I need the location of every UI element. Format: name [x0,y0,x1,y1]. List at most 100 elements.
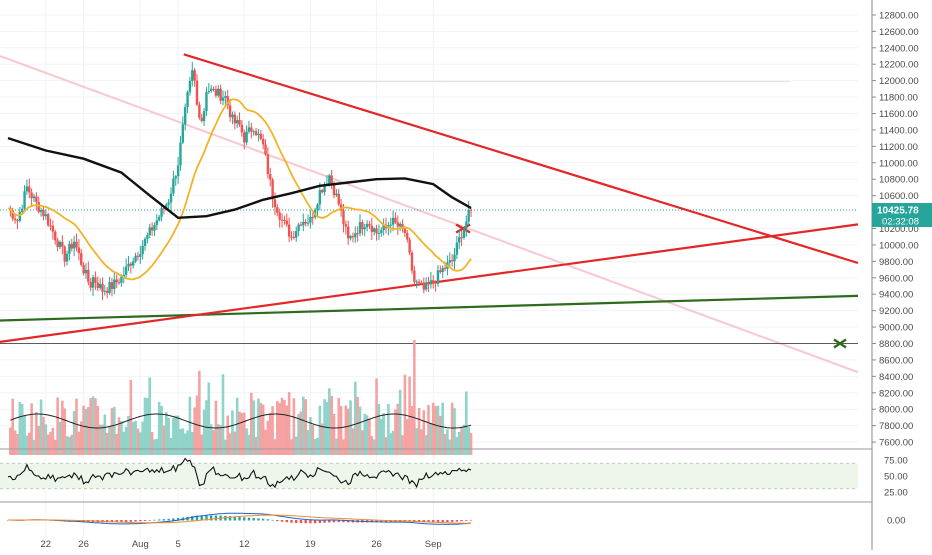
candle-body [235,120,239,124]
macd-histogram-bar [304,520,307,524]
price-tick-label: 10000.00 [879,240,919,251]
candle-body [195,80,199,105]
candle-body [372,228,376,232]
volume-bar [261,404,265,455]
macd-histogram-bar [280,520,284,522]
macd-histogram-bar [247,517,251,521]
price-tick-label: 12200.00 [879,60,919,71]
price-tick-label: 9400.00 [879,290,913,301]
candle-body [469,209,473,211]
macd-histogram-bar [205,515,208,521]
volume-bar [68,436,71,455]
candle-body [68,243,71,254]
candle-body [202,111,206,122]
volume-bar [420,429,423,455]
candle-body [172,178,175,194]
candle-body [169,193,173,203]
volume-bar [457,431,461,455]
macd-histogram-bar [422,520,425,523]
macd-histogram-bar [446,520,449,523]
volume-bar [294,436,298,455]
volume-bar [212,429,215,455]
volume-bar [453,408,456,455]
volume-bar [441,402,444,455]
price-tick-label: 8800.00 [879,339,913,350]
volume-bar [306,430,310,455]
candle-body [389,224,392,226]
volume-bar [23,415,26,455]
volume-bar [285,405,289,455]
volume-bar [226,415,230,455]
candle-body [302,221,305,226]
volume-bar [372,439,376,455]
candle-body [146,235,149,239]
volume-bar [202,409,206,455]
volume-bar [174,415,178,455]
candle-body [247,127,251,132]
candle-body [347,226,350,239]
candle-body [16,220,19,222]
candle-body [278,212,281,220]
volume-bar [30,403,33,455]
volume-bar [450,402,454,455]
macd-histogram-bar [441,520,444,523]
candle-body [141,245,144,255]
candle-body [318,190,322,205]
volume-bar [190,432,194,455]
last-price-badge [872,203,932,228]
candle-body [417,281,421,283]
volume-bar [349,400,352,455]
candle-body [285,220,288,225]
candle-body [436,270,440,284]
volume-bar [224,439,227,455]
candle-body [448,260,451,263]
volume-bar [235,397,239,455]
candle-body [429,280,433,285]
volume-bar [287,392,291,455]
price-tick-label: 11000.00 [879,158,918,169]
candle-body [75,241,78,248]
volume-bar [439,415,442,455]
rsi-panel [0,457,858,490]
candle-body [143,238,147,246]
volume-bar [415,428,419,455]
macd-histogram-bar [271,519,274,521]
candle-body [332,183,336,196]
macd-histogram-bar [228,516,232,521]
time-tick-label: 12 [239,539,250,550]
candle-body [349,236,352,239]
volume-bar [330,395,333,455]
moving-averages [7,98,472,281]
volume-bar [240,412,244,455]
volume-bar [108,426,111,455]
last-price-label: 10425.78 [877,206,919,217]
candle-body [391,217,395,225]
volume-bar [370,436,374,455]
volume-bar [219,425,222,455]
fast-moving-average [7,98,472,281]
candle-body [323,184,326,193]
candle-body [233,114,236,124]
volume-bar [91,396,95,455]
macd-histogram-bar [313,520,317,524]
volume-bar [401,435,404,455]
candle-body [39,210,43,212]
candle-body [217,88,220,96]
candle-body [264,144,267,155]
volume-bar [252,400,255,455]
candle-body [344,224,348,227]
candle-body [54,231,57,241]
candle-body [191,70,194,81]
volume-bar [143,397,147,455]
volume-bar [96,406,100,455]
candle-body [257,133,260,135]
candle-body [292,236,296,238]
candle-body [465,221,468,229]
volume-bar [387,404,390,455]
candle-body [181,124,185,143]
volume-bar [292,398,296,455]
candle-body [283,219,286,221]
price-axis-panel [872,0,932,550]
candle-body [365,223,369,228]
